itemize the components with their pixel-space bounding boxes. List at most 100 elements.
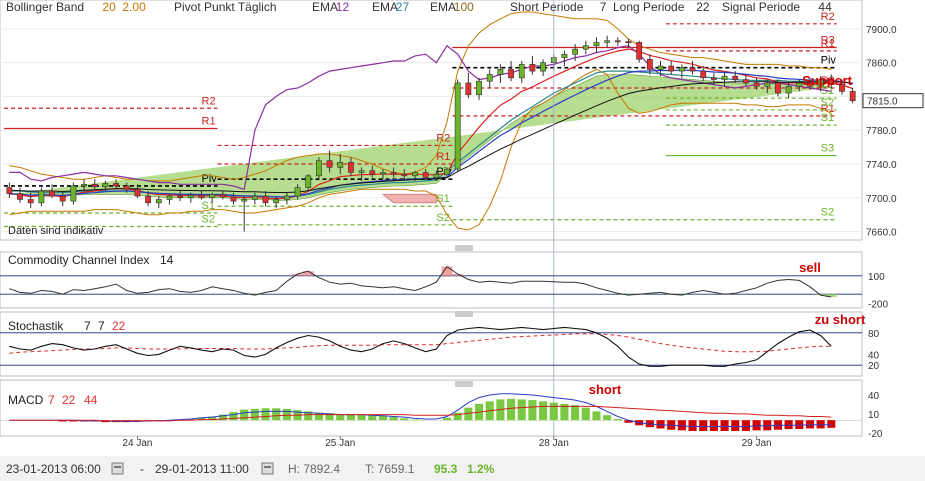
candle-body-up — [657, 65, 664, 70]
x-tick-label: 29 Jan — [742, 438, 772, 449]
candle — [113, 179, 119, 190]
macd-bar-negative — [741, 420, 750, 431]
pivot-label-piv: Piv — [821, 55, 837, 67]
candle-body-down — [177, 195, 184, 199]
candle-body-up — [785, 86, 792, 94]
candle-body-down — [508, 69, 514, 79]
candle — [625, 39, 632, 48]
panel-resize-handle[interactable] — [455, 311, 473, 317]
macd-bar-negative — [763, 420, 772, 431]
pivot-label-r1: R1 — [821, 38, 835, 50]
candle-body-up — [476, 80, 482, 96]
cci-overbought-fill — [452, 273, 464, 276]
candle — [380, 169, 386, 180]
panel-resize-handle[interactable] — [455, 245, 473, 251]
candle — [646, 54, 653, 75]
pivot-label-r3: R3 — [821, 34, 835, 46]
macd-param: 22 — [62, 393, 76, 407]
cci-y-tick: 100 — [868, 272, 885, 283]
calendar-icon[interactable] — [111, 462, 124, 475]
candle — [518, 60, 525, 83]
macd-bar-positive — [571, 405, 580, 421]
macd-bar-positive — [442, 417, 452, 421]
macd-param: 7 — [48, 393, 55, 407]
price-tag-value: 7815.0 — [867, 97, 898, 108]
pivot-label-s3: S3 — [821, 143, 834, 155]
pivot-label-s2: S2 — [821, 97, 834, 109]
header-indicator-param: 22 — [696, 0, 710, 14]
stoch-param: 22 — [112, 319, 126, 333]
macd-bar-positive — [560, 403, 569, 421]
candle — [49, 184, 55, 198]
calendar-icon[interactable] — [261, 462, 274, 475]
macd-bar-positive — [389, 417, 398, 421]
candle-body-up — [593, 42, 600, 47]
macd-bar-positive — [592, 411, 601, 421]
range-to: 29-01-2013 11:00 — [155, 462, 249, 476]
change-value: 95.3 — [434, 462, 458, 476]
y-tick-label: 7740.0 — [866, 160, 897, 171]
sell-annotation: sell — [799, 260, 821, 275]
macd-bar-negative — [731, 420, 740, 431]
macd-bar-positive — [549, 402, 558, 421]
candle-body-up — [721, 75, 728, 80]
macd-bar-positive — [357, 414, 366, 421]
candle-body-down — [732, 75, 739, 80]
macd-bar-positive — [304, 411, 313, 421]
candle — [219, 191, 226, 200]
candle — [614, 37, 621, 46]
y-tick-label: 7780.0 — [866, 126, 897, 137]
candle — [187, 192, 194, 203]
price-tag-box — [862, 93, 924, 109]
candle — [230, 192, 237, 205]
candle — [529, 55, 536, 75]
header-indicator-param: 20 — [102, 0, 116, 14]
candle-body-down — [219, 194, 226, 198]
candle — [785, 82, 792, 99]
macd-bar-negative — [827, 420, 836, 428]
macd-bar-positive — [346, 413, 355, 421]
candle-body-up — [273, 199, 280, 204]
candle — [540, 59, 546, 77]
candle-body-up — [241, 199, 248, 202]
candle — [604, 35, 611, 48]
candle-body-down — [145, 195, 152, 204]
candle — [17, 187, 23, 203]
candle — [764, 79, 771, 94]
macd-bar-positive — [261, 408, 270, 421]
candle — [486, 69, 493, 88]
macd-bar-positive — [336, 413, 345, 421]
candle-body-up — [155, 199, 162, 204]
macd-bar-positive — [378, 415, 388, 421]
macd-bar-positive — [400, 418, 409, 421]
calendar-icon-bar — [264, 466, 271, 468]
x-tick-label: 25 Jan — [325, 438, 355, 449]
candle — [849, 88, 856, 104]
candle — [198, 191, 205, 200]
candle-body-down — [625, 41, 632, 44]
candle-body-down — [262, 195, 269, 204]
x-tick-label: 28 Jan — [539, 438, 569, 449]
macd-bar-positive — [208, 416, 217, 421]
support-annotation: Support — [802, 73, 852, 88]
header-indicator-param: 2.00 — [122, 0, 146, 14]
candle-body-down — [198, 194, 205, 199]
candle — [775, 79, 781, 97]
candle — [390, 167, 397, 178]
range-from: 23-01-2013 06:00 — [6, 462, 101, 476]
candle — [465, 72, 472, 99]
candle — [753, 77, 760, 90]
macd-bar-negative — [752, 420, 761, 431]
candle-body-down — [839, 84, 845, 92]
candle — [177, 191, 184, 202]
candle-body-down — [230, 196, 237, 202]
pivot-label-r2: R2 — [436, 132, 450, 144]
pivot-label-r1: R1 — [202, 116, 216, 128]
candle — [401, 169, 408, 181]
panel-resize-handle[interactable] — [455, 381, 473, 387]
candle — [828, 74, 835, 88]
macd-bar-positive — [186, 418, 195, 421]
cci-line — [9, 265, 832, 298]
candle — [689, 60, 696, 75]
